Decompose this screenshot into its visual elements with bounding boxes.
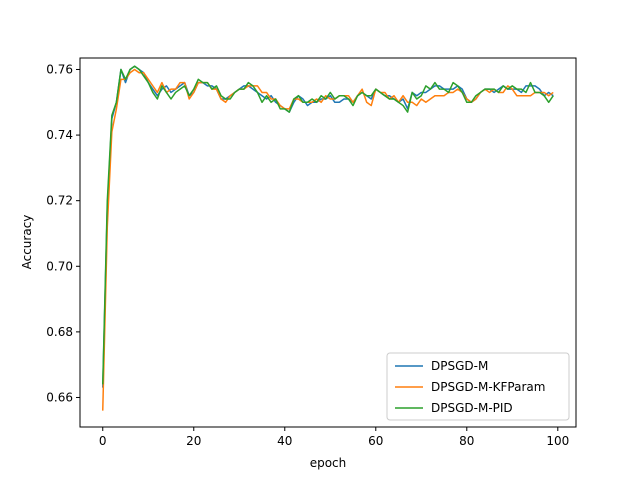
ticks-layer: 0 20 40 60 80 100 0.66 0.68 0.70 0.72 0.74 0.76 [46, 62, 569, 448]
y-tick-label: 0.72 [46, 194, 73, 208]
legend-label-dpsgd-m: DPSGD-M [431, 359, 488, 373]
axes-frame [79, 57, 577, 428]
x-tick-label: 40 [277, 434, 292, 448]
y-tick-label: 0.76 [46, 62, 73, 76]
x-axis-label: epoch [310, 456, 347, 470]
y-tick-label: 0.70 [46, 259, 73, 273]
x-tick-label: 60 [368, 434, 383, 448]
y-axis-label: Accuracy [20, 215, 34, 270]
legend: DPSGD-M DPSGD-M-KFParam DPSGD-M-PID [386, 352, 570, 421]
x-tick-label: 100 [546, 434, 569, 448]
series-line-dpsgd-m-kfparam [102, 68, 554, 411]
y-tick-label: 0.74 [46, 128, 73, 142]
legend-label-dpsgd-m-kfparam: DPSGD-M-KFParam [431, 380, 545, 394]
legend-label-dpsgd-m-pid: DPSGD-M-PID [431, 401, 513, 415]
legend-box [386, 352, 570, 421]
x-tick-label: 20 [186, 434, 201, 448]
y-tick-label: 0.66 [46, 390, 73, 404]
series-layer [102, 65, 554, 411]
x-tick-label: 0 [99, 434, 107, 448]
series-line-dpsgd-m-pid [102, 65, 554, 385]
y-tick-label: 0.68 [46, 325, 73, 339]
x-tick-label: 80 [459, 434, 474, 448]
